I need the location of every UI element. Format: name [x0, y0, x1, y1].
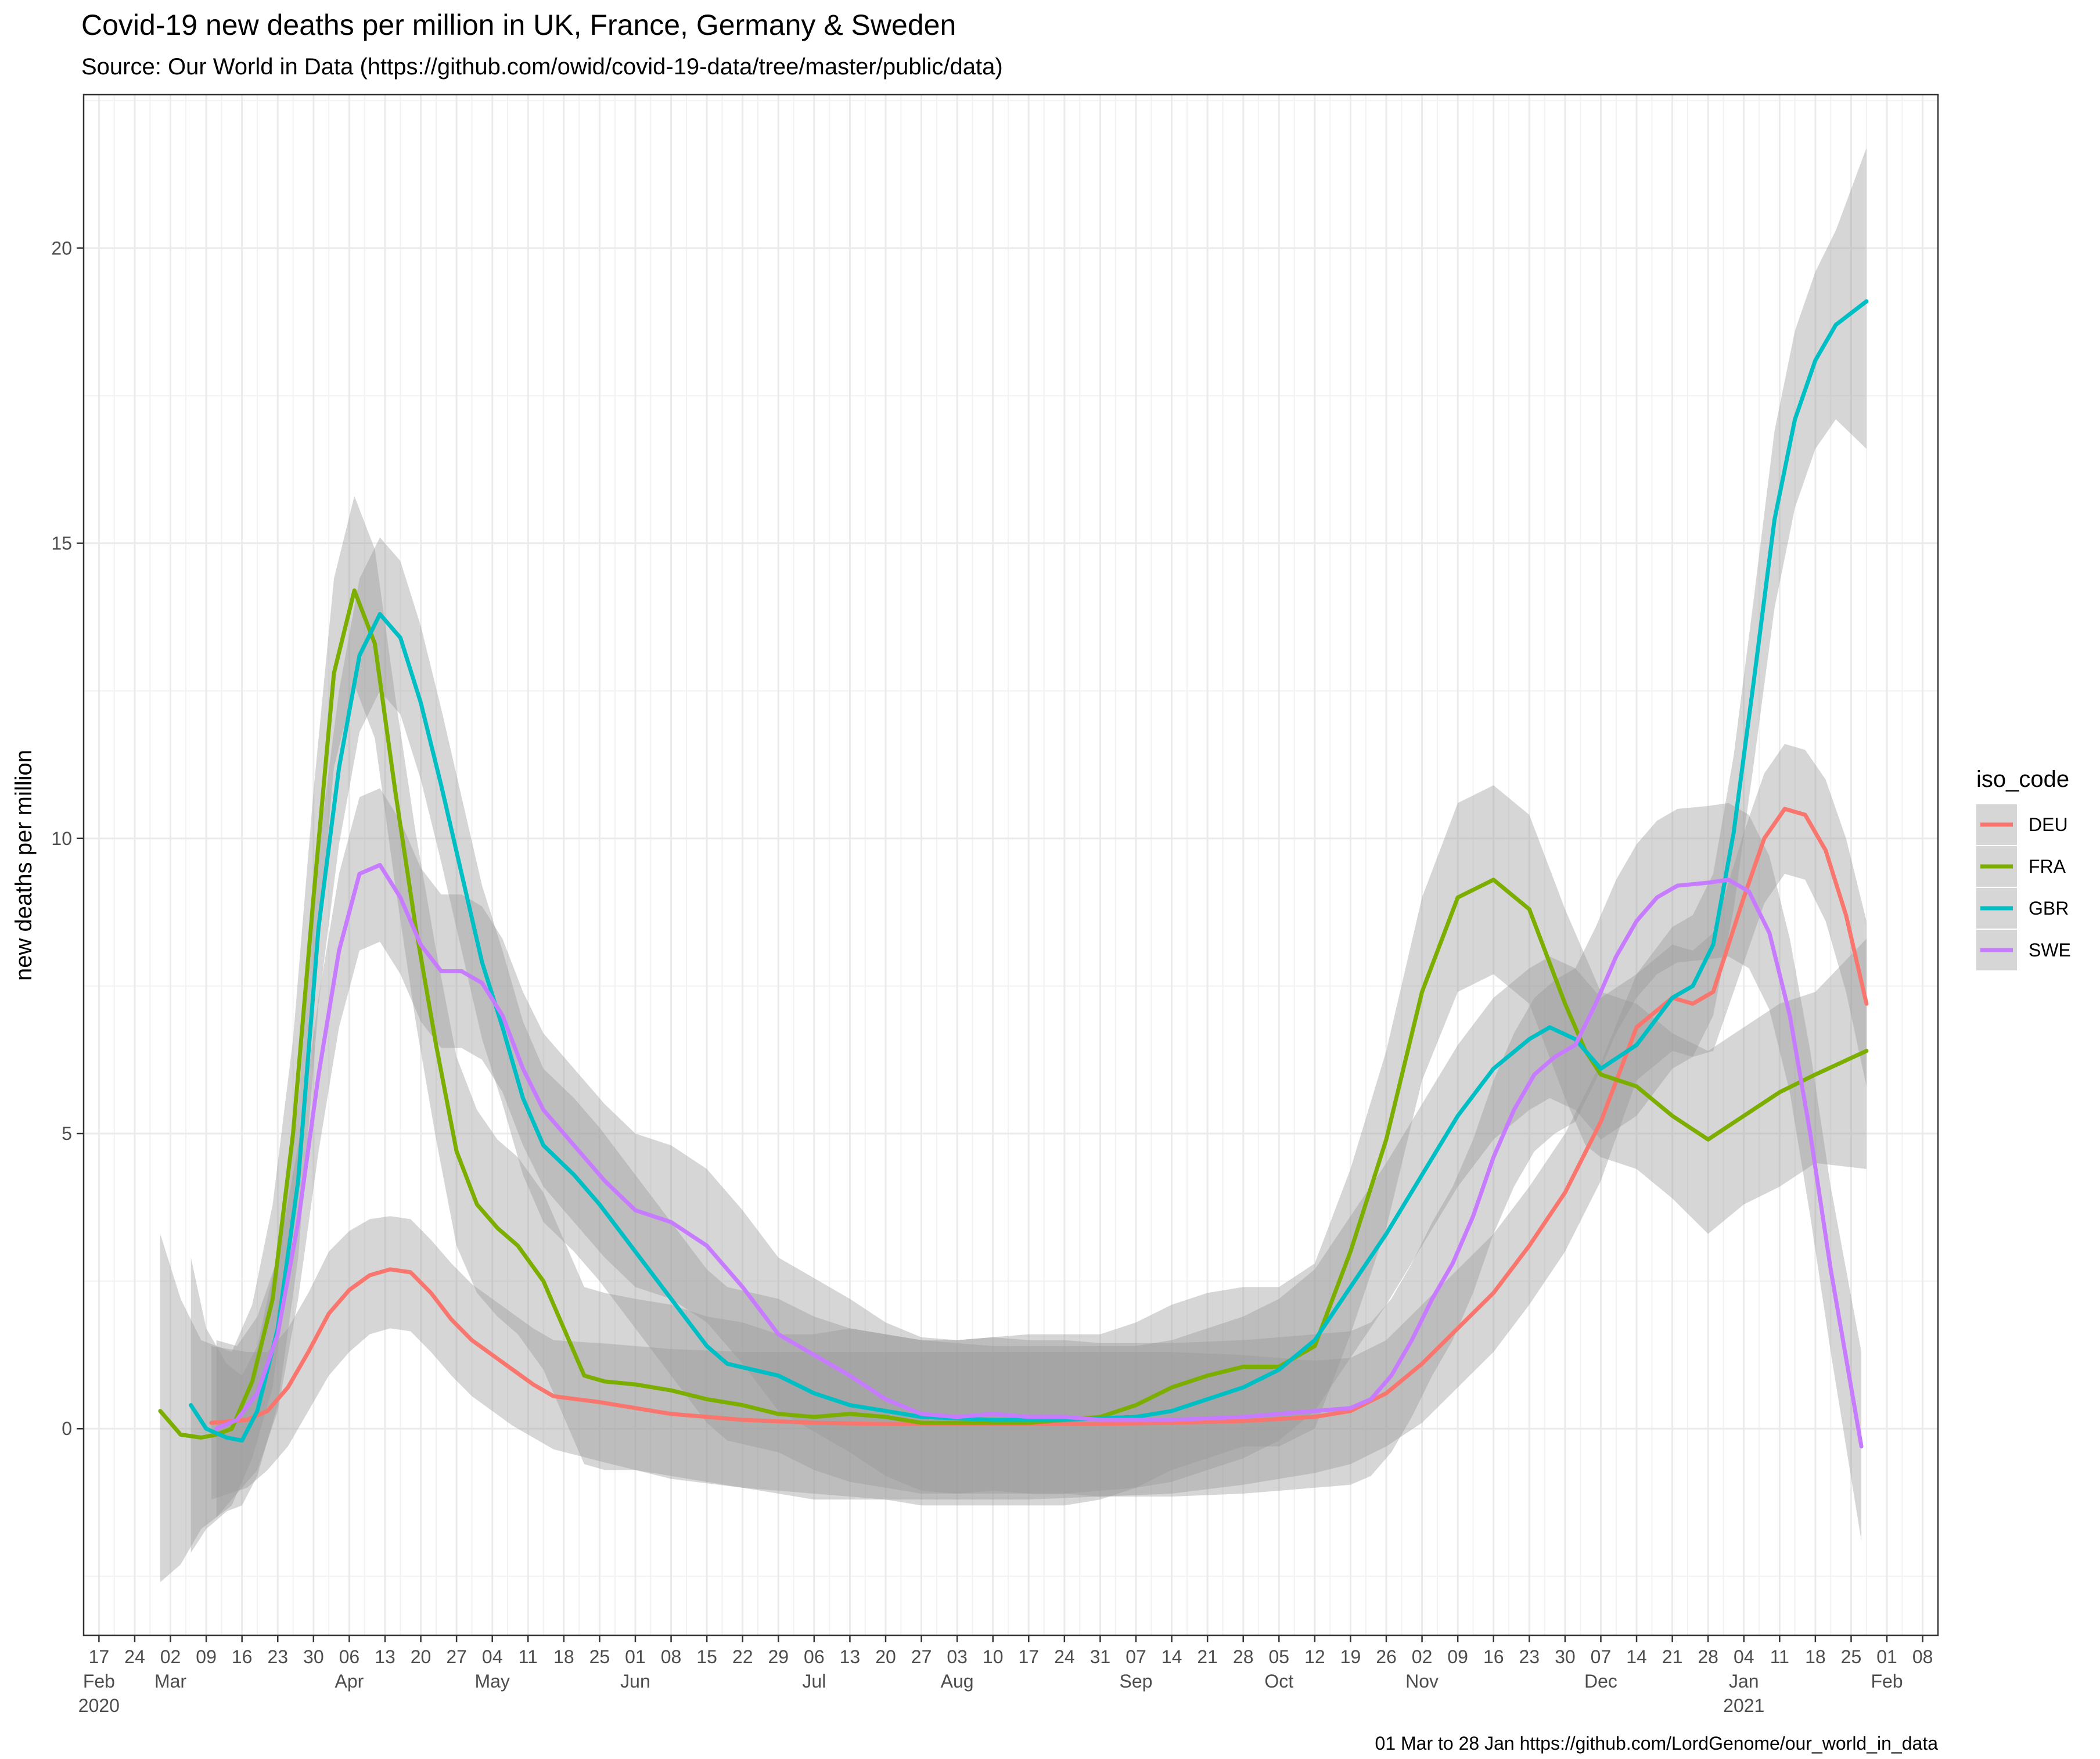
x-tick-label: 06 [804, 1646, 825, 1667]
x-tick-label: 19 [1340, 1646, 1361, 1667]
x-tick-label: 27 [446, 1646, 467, 1667]
y-tick-label: 10 [51, 828, 72, 849]
x-tick-label: 09 [1447, 1646, 1468, 1667]
x-tick-month-label: Feb [1871, 1671, 1903, 1692]
x-tick-label: 23 [1519, 1646, 1540, 1667]
chart-title: Covid-19 new deaths per million in UK, F… [81, 9, 956, 41]
x-tick-label: 15 [696, 1646, 717, 1667]
confidence-band-deu [211, 744, 1867, 1500]
x-tick-label: 07 [1125, 1646, 1146, 1667]
x-tick-label: 28 [1233, 1646, 1254, 1667]
x-tick-label: 21 [1662, 1646, 1683, 1667]
plot-panel-border [82, 93, 1939, 1636]
legend-label-gbr: GBR [2029, 898, 2069, 919]
x-axis: 17 Feb 2020 24 02 Mar 09 16 23 30 06 Apr 13 20 27 04 May… [78, 1635, 1933, 1716]
x-tick-label: 08 [1912, 1646, 1933, 1667]
x-tick-label: 26 [1376, 1646, 1397, 1667]
x-tick-label: 10 [983, 1646, 1004, 1667]
x-tick-year-label: 2020 [78, 1695, 120, 1716]
x-tick-month-label: Sep [1120, 1671, 1153, 1692]
x-tick-label: 17 [89, 1646, 110, 1667]
x-tick-year-label: 2021 [1723, 1695, 1764, 1716]
x-tick-label: 13 [375, 1646, 395, 1667]
series-line-gbr [189, 299, 1869, 1443]
y-axis: 0 5 10 15 20 [51, 238, 84, 1439]
y-tick-label: 5 [62, 1123, 72, 1144]
x-tick-label: 28 [1698, 1646, 1718, 1667]
legend-label-fra: FRA [2029, 856, 2066, 877]
x-tick-label: 09 [196, 1646, 217, 1667]
x-tick-month-label: Jan [1729, 1671, 1759, 1692]
legend-label-swe: SWE [2029, 940, 2071, 961]
confidence-band-fra [160, 496, 1867, 1582]
minor-gridlines [84, 95, 1938, 1635]
x-tick-month-label: Apr [335, 1671, 364, 1692]
x-tick-label: 17 [1018, 1646, 1039, 1667]
x-tick-month-label: Oct [1264, 1671, 1293, 1692]
x-tick-label: 27 [911, 1646, 932, 1667]
series-line-swe [214, 863, 1864, 1449]
x-tick-label: 04 [482, 1646, 503, 1667]
x-tick-label: 01 [1876, 1646, 1897, 1667]
x-tick-month-label: Mar [154, 1671, 186, 1692]
x-tick-label: 11 [519, 1646, 538, 1667]
x-tick-label: 02 [1412, 1646, 1433, 1667]
x-tick-month-label: Feb [83, 1671, 115, 1692]
x-tick-label: 03 [947, 1646, 968, 1667]
x-tick-label: 22 [732, 1646, 753, 1667]
x-tick-label: 01 [625, 1646, 646, 1667]
x-tick-label: 07 [1591, 1646, 1612, 1667]
x-tick-label: 08 [661, 1646, 682, 1667]
x-tick-label: 16 [232, 1646, 253, 1667]
x-tick-label: 21 [1197, 1646, 1218, 1667]
x-tick-label: 02 [160, 1646, 181, 1667]
y-tick-label: 20 [51, 238, 72, 258]
y-tick-label: 15 [51, 533, 72, 554]
chart-subtitle: Source: Our World in Data (https://githu… [81, 54, 1003, 80]
x-tick-label: 30 [303, 1646, 324, 1667]
x-tick-label: 04 [1734, 1646, 1754, 1667]
x-tick-label: 06 [339, 1646, 360, 1667]
x-tick-label: 13 [840, 1646, 861, 1667]
x-tick-label: 18 [553, 1646, 574, 1667]
x-tick-label: 23 [267, 1646, 288, 1667]
x-tick-label: 11 [1770, 1646, 1789, 1667]
x-tick-month-label: May [474, 1671, 509, 1692]
y-axis-title: new deaths per million [11, 750, 37, 981]
x-tick-label: 25 [589, 1646, 610, 1667]
x-tick-label: 24 [124, 1646, 145, 1667]
x-tick-label: 20 [875, 1646, 896, 1667]
x-tick-month-label: Jul [802, 1671, 826, 1692]
series-lines [158, 299, 1869, 1449]
chart-caption: 01 Mar to 28 Jan https://github.com/Lord… [1375, 1733, 1939, 1754]
x-tick-label: 14 [1626, 1646, 1647, 1667]
legend: iso_code DEU FRA GBR SWE [1976, 767, 2071, 970]
x-tick-month-label: Aug [941, 1671, 974, 1692]
x-tick-label: 31 [1090, 1646, 1111, 1667]
x-tick-label: 29 [768, 1646, 789, 1667]
x-tick-label: 05 [1269, 1646, 1290, 1667]
x-tick-label: 24 [1054, 1646, 1075, 1667]
x-tick-label: 16 [1483, 1646, 1504, 1667]
y-tick-label: 0 [62, 1418, 72, 1439]
x-tick-label: 12 [1304, 1646, 1325, 1667]
x-tick-label: 14 [1162, 1646, 1182, 1667]
x-tick-label: 30 [1555, 1646, 1576, 1667]
major-gridlines [84, 95, 1938, 1635]
x-tick-label: 18 [1805, 1646, 1826, 1667]
x-tick-month-label: Jun [620, 1671, 650, 1692]
legend-label-deu: DEU [2029, 814, 2068, 835]
x-tick-month-label: Nov [1405, 1671, 1439, 1692]
x-tick-label: 25 [1841, 1646, 1862, 1667]
x-tick-month-label: Dec [1584, 1671, 1617, 1692]
legend-title: iso_code [1976, 767, 2069, 792]
confidence-band-gbr [190, 148, 1867, 1553]
confidence-bands [160, 148, 1867, 1582]
series-line-fra [158, 588, 1869, 1440]
x-tick-label: 20 [411, 1646, 431, 1667]
